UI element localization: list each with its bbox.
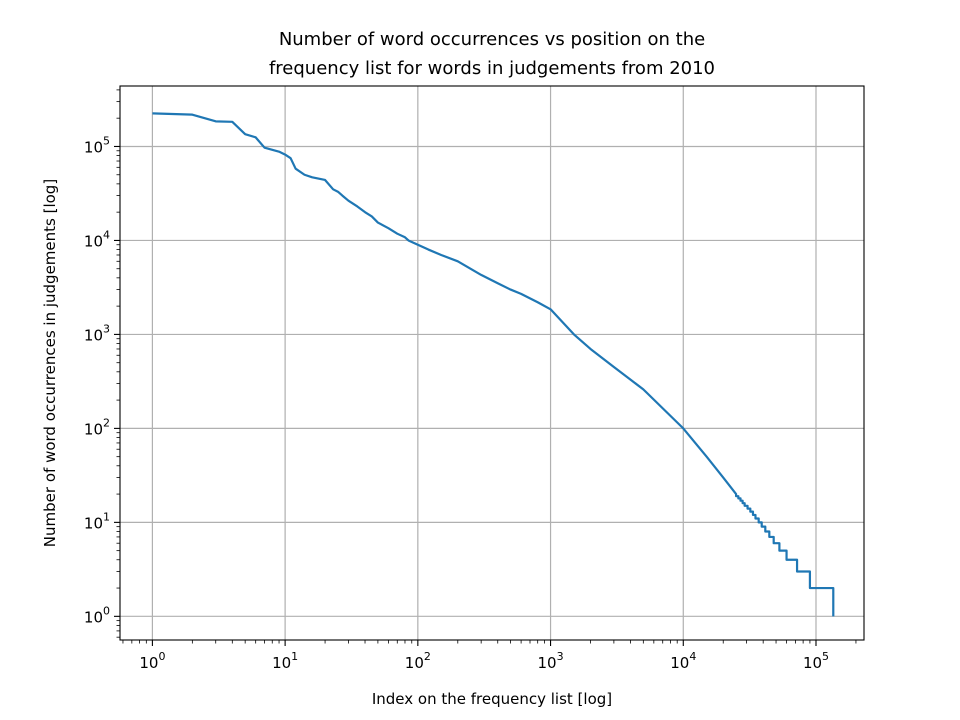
- y-tick-label: 104: [84, 228, 110, 250]
- y-tick-label: 105: [84, 134, 110, 156]
- series-layer: [152, 112, 835, 617]
- x-tick-label: 104: [670, 650, 696, 672]
- axis-ticks: [114, 89, 857, 646]
- chart-title-line-2: frequency list for words in judgements f…: [269, 58, 715, 79]
- x-tick-label: 102: [405, 650, 431, 672]
- y-tick-label: 102: [84, 416, 110, 438]
- chart-title-line-1: Number of word occurrences vs position o…: [279, 29, 705, 50]
- grid-lines: [120, 86, 864, 640]
- y-axis-label: Number of word occurrences in judgements…: [41, 179, 59, 547]
- x-tick-label: 105: [803, 650, 829, 672]
- tick-labels: 100 101 102 103 104 105 100 101 102 103 104 105: [84, 134, 829, 672]
- series-line: [152, 112, 835, 617]
- y-tick-label: 103: [84, 322, 110, 344]
- y-tick-label: 100: [84, 604, 110, 626]
- x-tick-label: 101: [272, 650, 298, 672]
- x-tick-label: 100: [139, 650, 165, 672]
- x-axis-label: Index on the frequency list [log]: [372, 690, 612, 708]
- y-tick-label: 101: [84, 510, 110, 532]
- x-tick-label: 103: [538, 650, 564, 672]
- plot-area-frame: [119, 85, 865, 641]
